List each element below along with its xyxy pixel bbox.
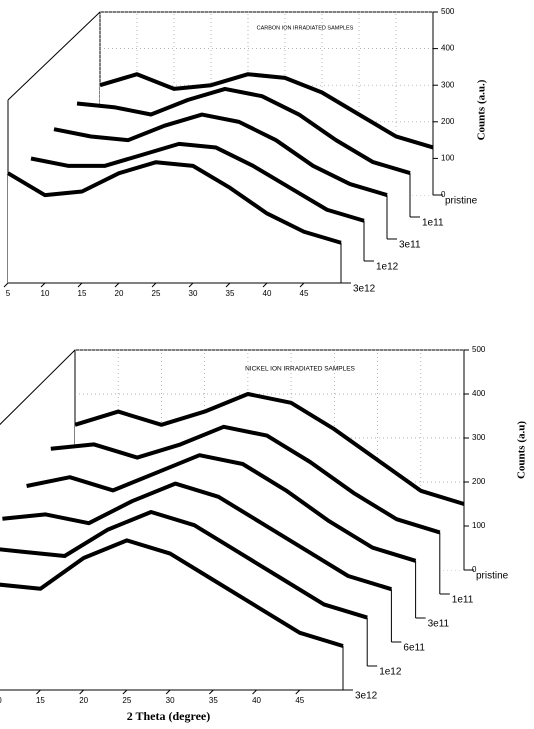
- y-tick-label: 100: [472, 521, 486, 530]
- series-line: [50, 424, 441, 535]
- x-tick: [122, 689, 128, 695]
- y-tick-label: 500: [441, 7, 455, 16]
- y-tick-label: 300: [472, 433, 486, 442]
- x-tick: [262, 282, 268, 288]
- x-tick: [188, 282, 194, 288]
- series-line: [76, 86, 411, 175]
- x-tick-label: 25: [152, 289, 161, 298]
- series-fill: [8, 162, 341, 283]
- x-tick-label: 45: [300, 289, 309, 298]
- y-tick-label: 100: [441, 154, 455, 163]
- y-axis-label: Counts (a.u): [516, 421, 528, 479]
- series-fill: [0, 540, 343, 690]
- x-tick-label: 40: [263, 289, 272, 298]
- x-tick: [3, 282, 9, 288]
- legend-label: 1e12: [376, 262, 399, 273]
- x-tick: [208, 689, 214, 695]
- series-line: [0, 510, 368, 620]
- chart-title: NICKEL ION IRRADIATED SAMPLES: [245, 366, 355, 373]
- series-line: [26, 453, 417, 563]
- x-tick-label: 45: [295, 696, 304, 705]
- y-tick-label: 500: [472, 345, 486, 354]
- x-tick: [36, 689, 41, 695]
- x-tick-label: 25: [122, 696, 131, 705]
- y-tick-label: 0: [472, 565, 477, 574]
- legend-label: 1e11: [452, 595, 474, 606]
- y-tick-label: 300: [441, 80, 455, 89]
- y-tick-label: 400: [472, 389, 486, 398]
- series-line: [74, 392, 465, 506]
- x-tick-label: 10: [41, 289, 50, 298]
- x-tick-label: 20: [79, 696, 88, 705]
- series-line: [0, 538, 344, 648]
- x-tick: [299, 282, 305, 288]
- legend-label: 1e12: [379, 667, 402, 678]
- chart-title: CARBON ION IRRADIATED SAMPLES: [257, 25, 354, 31]
- x-tick-label: 40: [252, 696, 261, 705]
- legend-label: 3e12: [355, 691, 378, 702]
- x-tick: [225, 282, 231, 288]
- legend-label: pristine: [445, 196, 478, 207]
- x-tick: [79, 689, 85, 695]
- series-line: [6, 160, 342, 245]
- series-line: [53, 112, 388, 197]
- x-tick-label: 15: [78, 289, 87, 298]
- x-tick: [40, 282, 46, 288]
- y-tick-label: 200: [441, 117, 455, 126]
- y-axis-label: Counts (a.u.): [476, 79, 488, 140]
- x-tick: [295, 689, 301, 695]
- x-tick-label: 35: [226, 289, 235, 298]
- series-line: [99, 72, 434, 150]
- x-tick: [165, 689, 171, 695]
- x-tick-label: 30: [166, 696, 175, 705]
- x-tick-label: 30: [189, 289, 198, 298]
- series-line: [2, 481, 392, 592]
- y-tick-label: 200: [472, 477, 486, 486]
- x-tick-label: 20: [115, 289, 124, 298]
- series-line: [30, 141, 365, 223]
- legend-label: pristine: [476, 571, 509, 582]
- legend-label: 3e12: [353, 284, 376, 295]
- y-tick-label: 0: [441, 190, 446, 199]
- x-axis-label: 2 Theta (degree): [127, 709, 211, 723]
- x-tick: [77, 282, 83, 288]
- x-tick-label: 35: [209, 696, 218, 705]
- x-tick-label: 10: [0, 696, 2, 705]
- legend-label: 3e11: [399, 240, 421, 251]
- legend-label: 6e11: [403, 643, 425, 654]
- x-tick: [114, 282, 120, 288]
- legend-label: 3e11: [428, 619, 450, 630]
- x-tick-label: 15: [36, 696, 45, 705]
- x-tick-label: 5: [6, 289, 11, 298]
- x-tick: [151, 282, 157, 288]
- x-tick: [252, 689, 257, 695]
- y-tick-label: 400: [441, 44, 455, 53]
- legend-label: 1e11: [422, 218, 444, 229]
